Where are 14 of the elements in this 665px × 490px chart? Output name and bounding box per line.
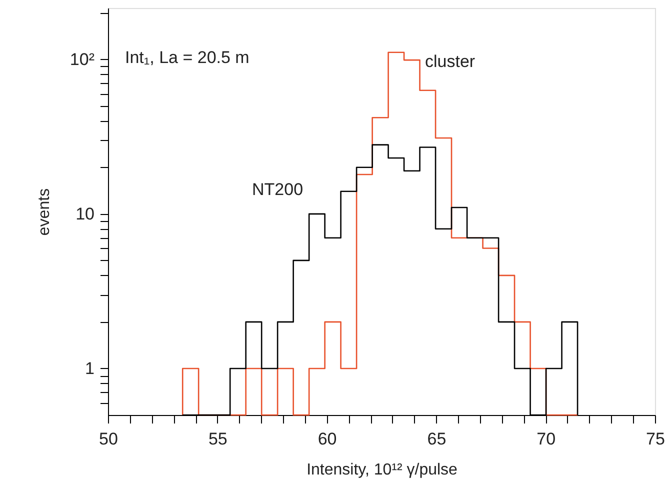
x-tick-label: 55 [208, 430, 228, 448]
y-tick-label: 1 [85, 358, 94, 378]
x-axis-title: Intensity, 10¹² γ/pulse [306, 462, 458, 478]
x-tick-label: 75 [646, 430, 665, 448]
x-tick-label: 70 [536, 430, 556, 448]
y-tick-label: 10 [76, 204, 94, 224]
annotation: Int₁, La = 20.5 m [125, 48, 250, 67]
series-label: cluster [425, 52, 476, 71]
y-tick-label: 10² [70, 50, 95, 69]
y-axis-title: events [36, 188, 53, 236]
x-tick-label: 50 [99, 430, 118, 448]
x-tick-label: 60 [318, 430, 337, 448]
x-tick-label: 65 [427, 430, 446, 448]
series-label: NT200 [252, 180, 304, 199]
